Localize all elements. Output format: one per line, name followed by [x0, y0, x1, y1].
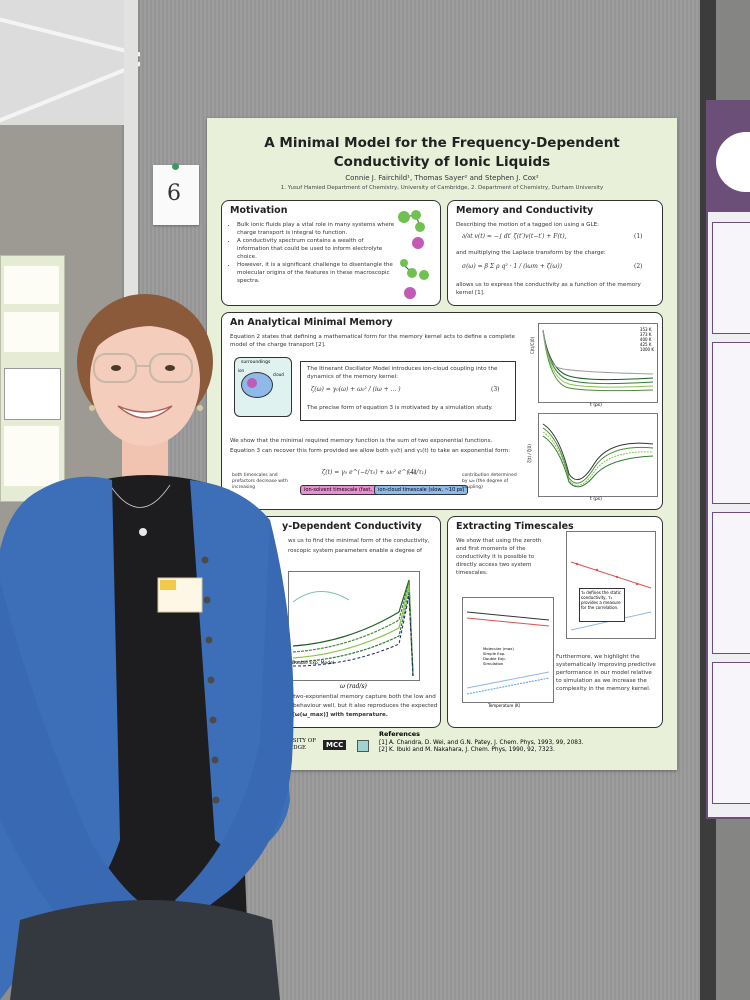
timescales-text: Furthermore, we highlight the systematic… — [556, 654, 656, 692]
diagram-label: surroundings — [241, 360, 271, 365]
timescales-box: Extracting Timescales We show that using… — [447, 516, 663, 728]
references: References [1] A. Chandra, D. Wei, and G… — [379, 730, 669, 753]
equation-ito: ζ(ω) = γ₀(ω) + ω₀² / (iω + ... ) — [311, 386, 401, 393]
green-atom — [400, 259, 408, 267]
cardigan-sleeve — [175, 520, 294, 920]
correlation-plot: 353 K 373 K 400 K 425 K 1000 K — [538, 323, 658, 403]
smile — [117, 405, 173, 419]
green-atom — [419, 270, 429, 280]
timescales-title: Extracting Timescales — [456, 521, 574, 532]
ito-diagram: surroundings cloud ion — [234, 357, 292, 417]
analytical-text: Equation 3 can recover this form provide… — [230, 448, 511, 454]
push-pin — [172, 163, 179, 170]
equation-kernel: ζ(t) = γ₀ e^(−t/τ₀) + ω₀² e^(−t/τ₁) — [322, 469, 427, 476]
necklace-pendant — [139, 528, 147, 536]
conductivity-text: ws us to find the minimal form of the co… — [288, 538, 430, 544]
ito-model-box: The Itinerant Oscillator Model introduce… — [300, 361, 516, 421]
glasses-lens — [93, 353, 137, 383]
motivation-bullet: A conductivity spectrum contains a wealt… — [237, 237, 397, 261]
hair-fringe — [82, 300, 212, 372]
right-poster-title: Du — [730, 192, 746, 203]
jeans — [10, 900, 280, 1000]
conductivity-title: y-Dependent Conductivity — [282, 521, 422, 532]
poster-number: 6 — [167, 181, 181, 206]
conductivity-text: roscopic system parameters enable a degr… — [288, 548, 422, 554]
poster-number-note: 6 — [153, 165, 199, 225]
equation-conductivity: σ(ω) = β Σ ρ q² · 1 / (iωm + ζ(ω)) — [462, 263, 562, 270]
slow-timescale-tag: ion-cloud timescale (slow, ~10 ps) — [374, 485, 469, 495]
conductivity-text: y behaviour well, but it also reproduces… — [288, 703, 438, 709]
molecule-illustration — [398, 210, 429, 299]
x-axis-label: ω (rad/s) — [340, 683, 367, 690]
temperature-legend: 353 K 373 K 400 K 425 K 1000 K — [639, 327, 654, 352]
x-axis-label: t (ps) — [590, 497, 602, 502]
analytical-title: An Analytical Minimal Memory — [230, 317, 393, 328]
glasses-lens — [149, 353, 193, 383]
analytical-text: Equation 2 states that defining a mathem… — [230, 334, 515, 348]
equation-number: (1) — [634, 233, 643, 240]
timescale-plot-top: τ₀ defines the static conductivity, τ₁ p… — [566, 531, 656, 639]
conductivity-text: σ[ω(ω_max)] with temperature. — [288, 712, 388, 718]
memory-text: and multiplying the Laplace transform by… — [456, 250, 606, 256]
reference-item: [2] K. Ibuki and M. Nakahara, J. Chem. P… — [379, 747, 555, 753]
references-title: References — [379, 730, 421, 738]
conductivity-legend: Double Exp. Model — [292, 661, 335, 666]
timescale-legend: Molecular (max) Simple Exp. Double Exp. … — [483, 646, 514, 666]
conductivity-text: a two-exponential memory capture both th… — [288, 694, 436, 700]
poster-authors: Connie J. Fairchild¹, Thomas Sayer² and … — [345, 174, 539, 182]
x-axis-label: t (ps) — [590, 403, 602, 408]
equation-number: (2) — [634, 263, 643, 270]
diagram-label: cloud — [273, 372, 284, 377]
ceiling — [0, 0, 130, 125]
right-neighbor-poster: Du — [706, 100, 750, 819]
name-badge — [157, 577, 203, 613]
motivation-bullet: Bulk ionic fluids play a vital role in m… — [237, 221, 397, 237]
pink-atom — [412, 237, 424, 249]
x-axis-label: Temperature (K) — [488, 703, 521, 708]
conductivity-plot — [288, 571, 420, 681]
green-atom — [415, 222, 425, 232]
motivation-title: Motivation — [230, 205, 288, 216]
diagram-label: ion — [238, 368, 245, 373]
equation-number: (3) — [491, 386, 500, 393]
motivation-box: Motivation Bulk ionic fluids play a vita… — [221, 200, 441, 306]
board-edge — [124, 0, 138, 300]
timescale-plot-bottom: Molecular (max) Simple Exp. Double Exp. … — [462, 597, 554, 703]
left-neighbor-poster — [0, 255, 65, 502]
timescale-callout: τ₀ defines the static conductivity, τ₁ p… — [579, 588, 625, 622]
analytical-box: An Analytical Minimal Memory Equation 2 … — [221, 312, 663, 510]
poster-affiliations: 1. Yusuf Hamied Department of Chemistry,… — [280, 185, 604, 191]
y-axis-label: C(t)/C(0) — [530, 336, 536, 355]
analytical-text: We show that the minimal required memory… — [230, 438, 493, 444]
y-axis-label: ζ(t) / ζ(0) — [526, 444, 532, 463]
group-logo — [357, 740, 369, 752]
motivation-bullets: Bulk ionic fluids play a vital role in m… — [228, 221, 397, 285]
poster-title: A Minimal Model for the Frequency-Depend… — [264, 135, 620, 170]
memory-title: Memory and Conductivity — [456, 205, 594, 216]
green-atom — [398, 211, 410, 223]
green-atom — [411, 210, 421, 220]
ito-text: The precise form of equation 3 is motiva… — [307, 405, 493, 411]
coupling-note: contribution determined by ω₀ (the degre… — [462, 473, 517, 490]
ito-text: The Itinerant Oscillator Model introduce… — [307, 366, 498, 380]
timescale-note: both timescales and prefactors decrease … — [232, 473, 288, 490]
equation-number: (4) — [408, 469, 417, 476]
memory-kernel-plot — [538, 413, 658, 497]
memory-text: Describing the motion of a tagged ion us… — [456, 222, 600, 228]
motivation-bullet: However, it is a significant challenge t… — [237, 261, 397, 285]
scientific-poster: A Minimal Model for the Frequency-Depend… — [207, 118, 677, 770]
reference-item: [1] A. Chandra, D. Wei, and G.N. Patey, … — [379, 740, 584, 746]
face — [90, 314, 200, 446]
pink-atom — [404, 287, 416, 299]
equation-gle: ∂/∂t v(t) = −∫ dt′ ζ(t′)v(t−t′) + F(t), — [462, 233, 567, 240]
green-atom — [407, 268, 417, 278]
cardigan-sleeve — [0, 580, 175, 972]
timescales-text: We show that using the zeroth and first … — [456, 538, 542, 576]
mcc-logo: MCC — [323, 740, 347, 750]
memory-text: allows us to express the conductivity as… — [456, 282, 641, 296]
presenter-person — [0, 294, 294, 1000]
memory-box: Memory and Conductivity Describing the m… — [447, 200, 663, 306]
